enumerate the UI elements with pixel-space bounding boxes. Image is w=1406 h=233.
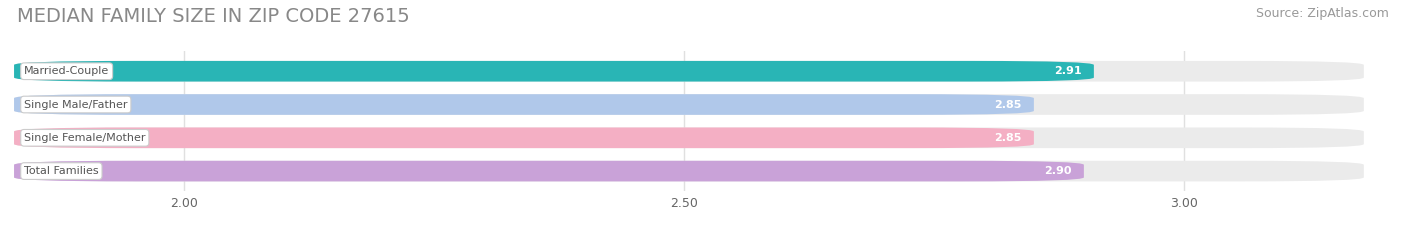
FancyBboxPatch shape xyxy=(14,161,1084,182)
FancyBboxPatch shape xyxy=(14,127,1364,148)
FancyBboxPatch shape xyxy=(14,94,1033,115)
FancyBboxPatch shape xyxy=(14,161,1364,182)
FancyBboxPatch shape xyxy=(14,127,1033,148)
FancyBboxPatch shape xyxy=(14,61,1364,82)
Text: Total Families: Total Families xyxy=(24,166,98,176)
Text: 2.85: 2.85 xyxy=(994,133,1022,143)
FancyBboxPatch shape xyxy=(14,61,1094,82)
Text: MEDIAN FAMILY SIZE IN ZIP CODE 27615: MEDIAN FAMILY SIZE IN ZIP CODE 27615 xyxy=(17,7,409,26)
Text: Source: ZipAtlas.com: Source: ZipAtlas.com xyxy=(1256,7,1389,20)
Text: 2.91: 2.91 xyxy=(1054,66,1081,76)
Text: Single Female/Mother: Single Female/Mother xyxy=(24,133,146,143)
FancyBboxPatch shape xyxy=(14,94,1364,115)
Text: 2.85: 2.85 xyxy=(994,99,1022,110)
Text: 2.90: 2.90 xyxy=(1045,166,1071,176)
Text: Single Male/Father: Single Male/Father xyxy=(24,99,128,110)
Text: Married-Couple: Married-Couple xyxy=(24,66,110,76)
